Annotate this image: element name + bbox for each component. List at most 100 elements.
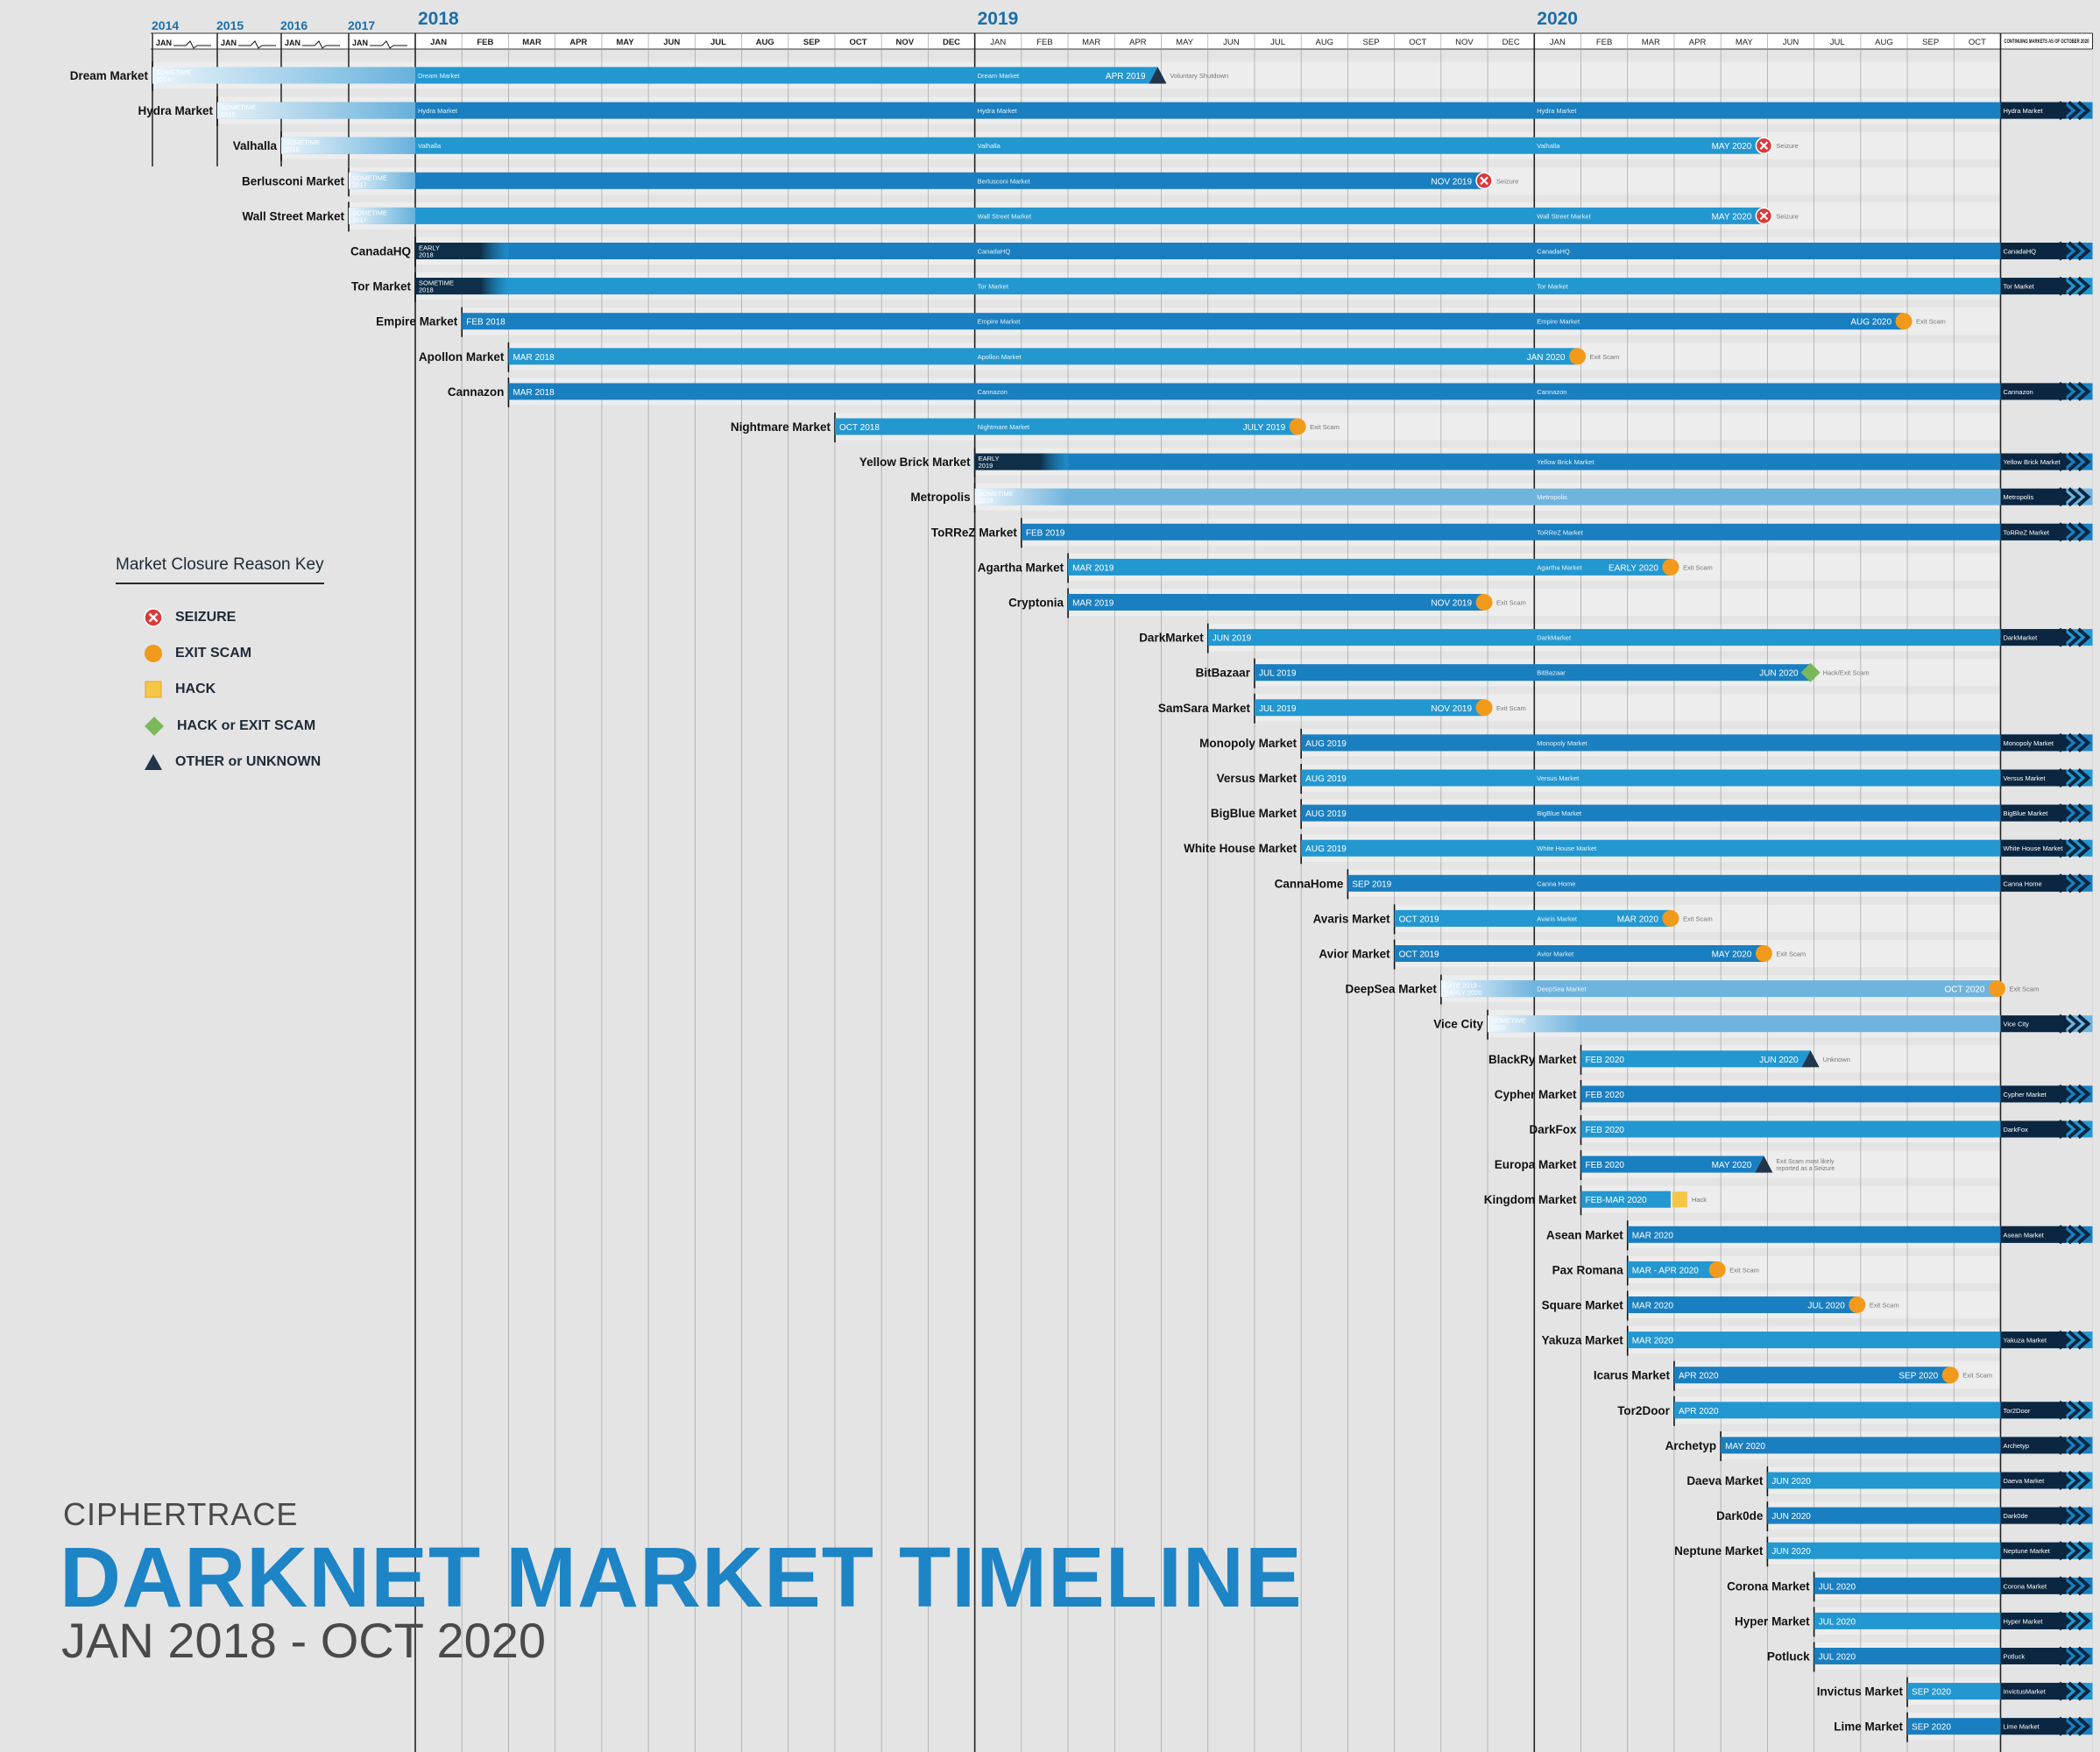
segment-label: Valhalla: [418, 142, 442, 150]
market-name-label: Cryptonia: [1008, 597, 1064, 610]
continuing-arrow-icon: [2068, 1611, 2082, 1631]
continuing-arrow-icon: [2058, 241, 2072, 261]
market-bar: [462, 313, 1905, 330]
segment-label: BigBlue Market: [1537, 809, 1582, 817]
year-label-2018: 2018: [418, 9, 459, 29]
year-label-2019: 2019: [978, 9, 1019, 29]
continuing-arrow-icon: [2058, 1435, 2072, 1455]
start-date-label: MAR 2020: [1632, 1337, 1674, 1346]
continuing-markets-label: CONTINUING MARKETS AS OF OCTOBER 2020: [2004, 39, 2089, 45]
continuing-arrow-icon: [2068, 803, 2082, 823]
month-label: NOV: [896, 38, 915, 47]
month-label: JUL: [1270, 38, 1285, 47]
exit-scam-marker-icon: [1988, 980, 2005, 998]
market-bar: [1068, 594, 1485, 611]
segment-label: InvictusMarket: [2003, 1688, 2046, 1696]
continuing-arrow-icon: [2058, 276, 2072, 296]
closure-note: Exit Scam: [1683, 915, 1713, 922]
market-row: Icarus Market APR 2020 SEP 2020 Exit Scam: [1594, 1360, 1992, 1391]
market-bar: [974, 488, 2093, 505]
start-date-label: JUN 2019: [1213, 634, 1252, 644]
exit-scam-marker-icon: [1849, 1296, 1866, 1313]
start-date-label: JUL 2020: [1819, 1653, 1856, 1663]
market-bar: [1207, 629, 2093, 646]
segment-label: Dream Market: [978, 72, 1020, 80]
continuing-arrow-icon: [2058, 1330, 2072, 1350]
continuing-bar: [2000, 1612, 2067, 1629]
start-date-label: AUG 2019: [1305, 774, 1347, 784]
axis-break-icon: [173, 40, 211, 49]
start-date-label: OCT 2019: [1399, 950, 1439, 960]
hack-icon: [145, 681, 162, 698]
continuing-arrow-icon: [2077, 1084, 2091, 1104]
market-name-label: Invictus Market: [1817, 1685, 1904, 1699]
legend-label-seizure: SEIZURE: [175, 610, 237, 625]
month-label: JUN: [663, 38, 680, 47]
seizure-cross-icon: [1480, 176, 1488, 186]
segment-label: DeepSea Market: [1537, 986, 1587, 993]
continuing-arrow-icon: [2058, 1716, 2072, 1736]
start-date-label: SOMETIME: [156, 68, 191, 76]
month-label: JAN: [990, 38, 1006, 47]
continuing-arrow-icon: [2077, 767, 2091, 788]
market-name-label: Dream Market: [70, 69, 149, 82]
legend-item-seizure: SEIZURE: [144, 608, 236, 627]
start-date-label: SOMETIME: [352, 208, 387, 216]
market-row: Cryptonia MAR 2019 NOV 2019 Exit Scam: [1008, 588, 1526, 618]
early-month-label: JAN: [285, 39, 301, 47]
segment-label: BigBlue Market: [2003, 809, 2048, 817]
market-name-label: Dark0de: [1716, 1509, 1764, 1522]
hack-exit-marker-icon: [1800, 662, 1821, 682]
continuing-arrow-icon: [2077, 487, 2091, 507]
continuing-arrow-icon: [2058, 732, 2072, 752]
month-label: DEC: [1503, 38, 1520, 47]
start-date-label: SOMETIME: [285, 138, 320, 146]
market-name-label: Hyper Market: [1735, 1614, 1810, 1628]
market-name-label: Yellow Brick Market: [859, 456, 971, 469]
continuing-arrow-icon: [2077, 1330, 2091, 1350]
market-name-label: White House Market: [1184, 842, 1297, 855]
continuing-arrow-icon: [2068, 1400, 2082, 1420]
continuing-bar: [2000, 804, 2067, 822]
market-row: Nightmare Market OCT 2018 Nightmare Market…: [731, 413, 1340, 442]
market-row: Avaris Market OCT 2019 Avaris Market MAR 20…: [1313, 904, 1713, 935]
end-date-label: APR 2019: [1106, 72, 1146, 81]
month-label: SEP: [1922, 38, 1939, 47]
segment-label: Cannazon: [978, 388, 1008, 396]
continuing-arrow-icon: [2068, 522, 2082, 542]
market-name-label: Europa Market: [1495, 1158, 1577, 1171]
market-bar: [1673, 1367, 1951, 1384]
segment-label: Avior Market: [1537, 950, 1574, 958]
segment-label: DarkMarket: [1537, 634, 1572, 642]
market-name-label: Apollon Market: [419, 350, 505, 364]
continuing-arrow-icon: [2077, 803, 2091, 823]
market-name-label: Asean Market: [1546, 1228, 1623, 1241]
continuing-bar: [2000, 383, 2067, 400]
continuing-arrow-icon: [2068, 627, 2082, 647]
market-name-label: Corona Market: [1727, 1579, 1810, 1593]
early-month-label: JAN: [221, 39, 237, 47]
exit-scam-marker-icon: [1755, 945, 1772, 962]
market-name-label: Vice City: [1433, 1018, 1483, 1031]
continuing-arrow-icon: [2058, 1084, 2072, 1104]
segment-label: Versus Market: [2003, 774, 2046, 782]
closure-note: Exit Scam most likely: [1776, 1159, 1835, 1165]
segment-label: Cannazon: [2003, 388, 2033, 396]
continuing-arrow-icon: [2068, 732, 2082, 752]
market-bar: [1627, 1332, 2093, 1349]
segment-label: Hyper Market: [2003, 1617, 2043, 1625]
continuing-arrow-icon: [2077, 627, 2091, 647]
continuing-bar: [2000, 734, 2067, 752]
segment-label: White House Market: [2003, 844, 2063, 852]
month-label: AUG: [756, 38, 774, 47]
segment-label: Vice City: [2003, 1021, 2029, 1028]
closure-note: Exit Scam: [1870, 1302, 1899, 1310]
continuing-arrow-icon: [2058, 803, 2072, 823]
end-date-label: NOV 2019: [1431, 704, 1472, 714]
continuing-arrow-icon: [2068, 1470, 2082, 1491]
start-date-label: 2018: [419, 251, 434, 259]
continuing-arrow-icon: [2058, 767, 2072, 788]
